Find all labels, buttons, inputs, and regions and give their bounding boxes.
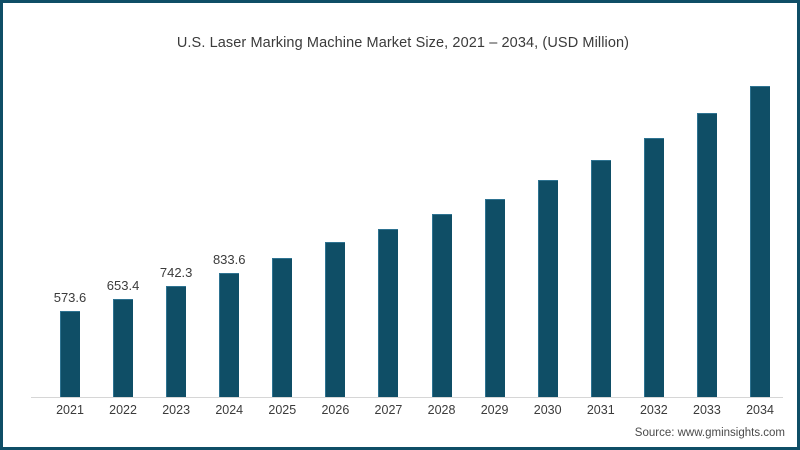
bar-2034[interactable] (750, 85, 770, 397)
bar-2031[interactable] (590, 160, 611, 397)
bar-2023[interactable]: 742.3 (160, 265, 192, 397)
bar-rect[interactable] (696, 113, 717, 397)
bar-rect[interactable] (166, 286, 187, 397)
bar-rect[interactable] (219, 272, 240, 397)
bar-value-label-2022: 653.4 (106, 278, 140, 294)
x-tick-2026: 2026 (321, 403, 350, 417)
x-tick-2021: 2021 (56, 403, 84, 417)
chart-title: U.S. Laser Marking Machine Market Size, … (176, 35, 630, 51)
bar-2032[interactable] (643, 137, 664, 397)
x-tick-2029: 2029 (480, 403, 509, 417)
bar-2026[interactable] (325, 242, 346, 397)
x-tick-2022: 2022 (109, 403, 137, 417)
bar-rect[interactable] (113, 299, 134, 397)
bar-rect[interactable] (537, 180, 558, 397)
bar-2024[interactable]: 833.6 (213, 252, 245, 397)
bar-2021[interactable]: 573.6 (54, 290, 86, 397)
plot-area: 573.6 653.4 742.3 833.6 (23, 73, 783, 398)
x-tick-2027: 2027 (374, 403, 403, 417)
bar-2029[interactable] (484, 199, 505, 397)
bar-rect[interactable] (750, 85, 770, 397)
x-tick-2033: 2033 (693, 403, 721, 417)
bar-2033[interactable] (696, 113, 717, 397)
source-note: Source: www.gminsights.com (634, 427, 785, 439)
bar-value-label-2023: 742.3 (159, 265, 193, 281)
bar-rect[interactable] (590, 160, 611, 397)
bar-2030[interactable] (537, 180, 558, 397)
bar-rect[interactable] (378, 229, 399, 397)
x-tick-2024: 2024 (215, 403, 244, 417)
x-axis-line (31, 397, 783, 398)
x-tick-2034: 2034 (746, 403, 774, 417)
x-tick-2025: 2025 (268, 403, 297, 417)
x-tick-2023: 2023 (162, 403, 191, 417)
x-tick-2032: 2032 (639, 403, 668, 417)
bar-2022[interactable]: 653.4 (107, 278, 139, 397)
bar-rect[interactable] (325, 242, 346, 397)
bar-rect[interactable] (643, 137, 664, 397)
bar-rect[interactable] (484, 199, 505, 397)
bar-2025[interactable] (272, 258, 293, 397)
bar-2028[interactable] (431, 213, 452, 397)
x-tick-2030: 2030 (533, 403, 562, 417)
bar-value-label-2024: 833.6 (212, 251, 246, 267)
bar-rect[interactable] (60, 311, 80, 397)
x-tick-2031: 2031 (586, 403, 615, 417)
bar-value-label-2021: 573.6 (53, 290, 87, 306)
bar-rect[interactable] (431, 213, 452, 397)
x-tick-2028: 2028 (427, 403, 456, 417)
bar-rect[interactable] (272, 258, 293, 397)
x-axis-tick-labels: 2021 2022 2023 2024 2025 2026 2027 2028 2029 2030… (23, 403, 783, 423)
bar-2027[interactable] (378, 229, 399, 397)
